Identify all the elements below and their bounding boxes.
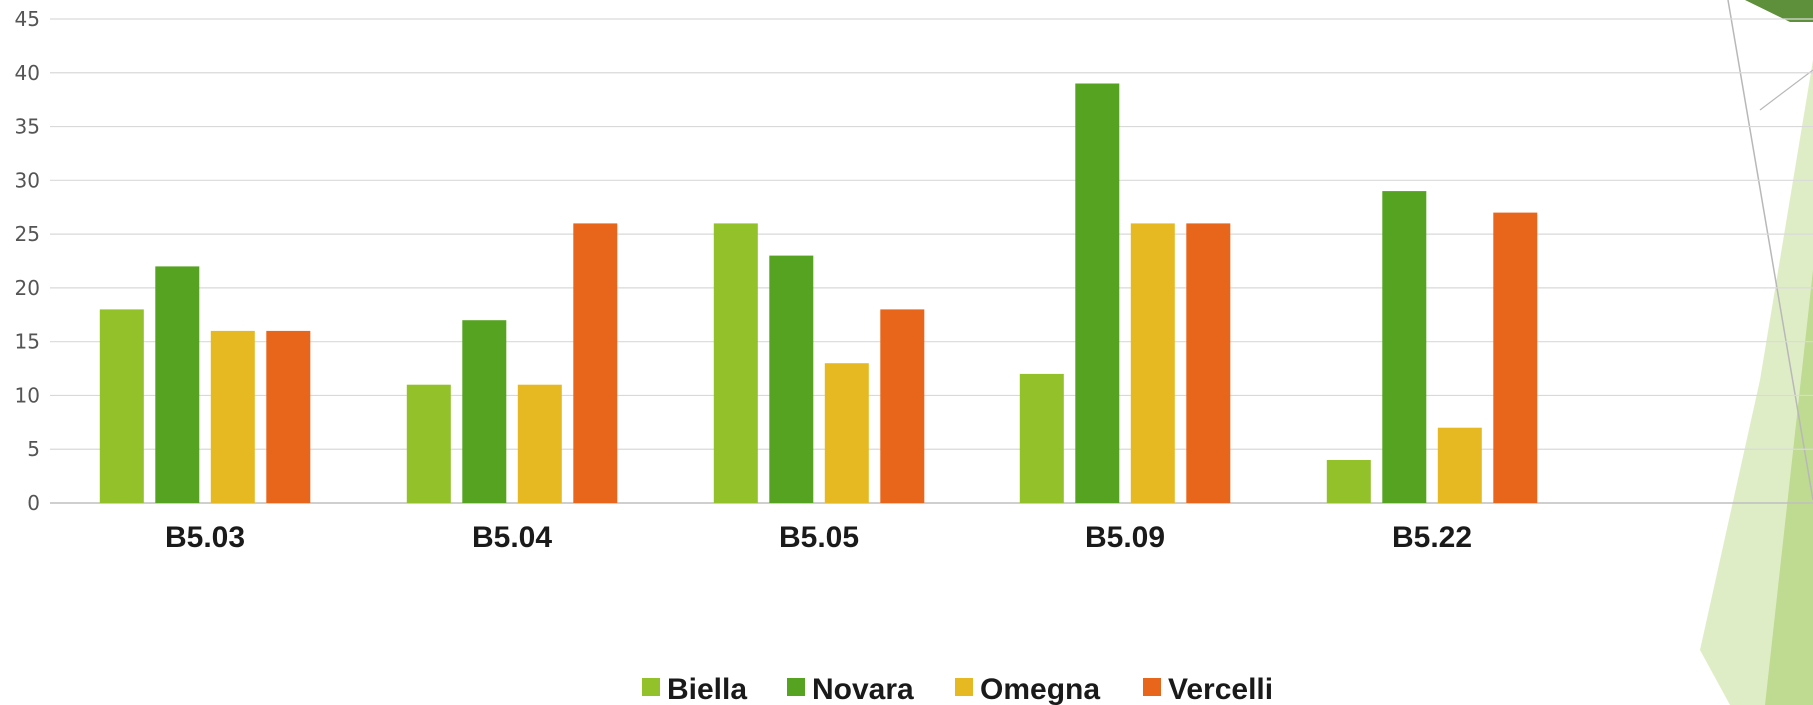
- bar-biella: [99, 309, 144, 503]
- y-tick-label: 35: [15, 115, 40, 139]
- decor-mid-shape: [1765, 270, 1813, 705]
- bar-omegna: [210, 330, 255, 503]
- bar-vercelli: [573, 223, 618, 503]
- y-tick-label: 0: [27, 491, 40, 515]
- x-tick-label: B5.05: [779, 521, 859, 554]
- y-tick-label: 45: [15, 7, 40, 31]
- bar-biella: [713, 223, 758, 503]
- bar-vercelli: [266, 330, 311, 503]
- bar-omegna: [1130, 223, 1175, 503]
- bar-biella: [406, 384, 451, 503]
- slide-decoration: [1700, 0, 1813, 705]
- decor-dark-shape: [1745, 0, 1813, 22]
- legend-swatch-omegna: [955, 678, 973, 696]
- legend-label-biella: Biella: [667, 673, 747, 705]
- y-tick-label: 20: [15, 276, 40, 300]
- gridlines: [50, 18, 1813, 504]
- y-tick-label: 15: [15, 330, 40, 354]
- decor-line: [1759, 69, 1813, 111]
- bar-biella: [1019, 373, 1064, 503]
- bar-novara: [769, 255, 814, 503]
- x-tick-label: B5.04: [472, 521, 552, 554]
- bar-omegna: [517, 384, 562, 503]
- y-tick-label: 40: [15, 61, 40, 85]
- legend-swatch-novara: [787, 678, 805, 696]
- bar-novara: [1075, 83, 1120, 503]
- bar-biella: [1326, 460, 1371, 503]
- y-tick-label: 25: [15, 222, 40, 246]
- bar-vercelli: [1493, 212, 1538, 503]
- x-axis: B5.03 B5.04 B5.05 B5.09 B5.22: [165, 521, 1472, 554]
- bar-novara: [1382, 191, 1427, 503]
- decor-line: [1727, 0, 1813, 501]
- legend-label-omegna: Omegna: [980, 673, 1100, 705]
- legend-swatch-vercelli: [1143, 678, 1161, 696]
- y-tick-label: 5: [27, 437, 40, 461]
- bar-omegna: [824, 363, 869, 503]
- x-tick-label: B5.22: [1392, 521, 1472, 554]
- y-axis: 0 5 10 15 20 25 30 35 40 45: [15, 7, 40, 515]
- bar-novara: [155, 266, 200, 503]
- legend-label-vercelli: Vercelli: [1168, 673, 1273, 705]
- y-tick-label: 10: [15, 383, 40, 407]
- bars: [99, 83, 1538, 503]
- bar-omegna: [1437, 427, 1482, 503]
- legend-swatch-biella: [642, 678, 660, 696]
- legend-label-novara: Novara: [812, 673, 914, 705]
- x-tick-label: B5.03: [165, 521, 245, 554]
- bar-vercelli: [880, 309, 925, 503]
- bar-vercelli: [1186, 223, 1231, 503]
- bar-novara: [462, 320, 507, 503]
- legend: Biella Novara Omegna Vercelli: [642, 673, 1273, 705]
- x-tick-label: B5.09: [1085, 521, 1165, 554]
- y-tick-label: 30: [15, 168, 40, 192]
